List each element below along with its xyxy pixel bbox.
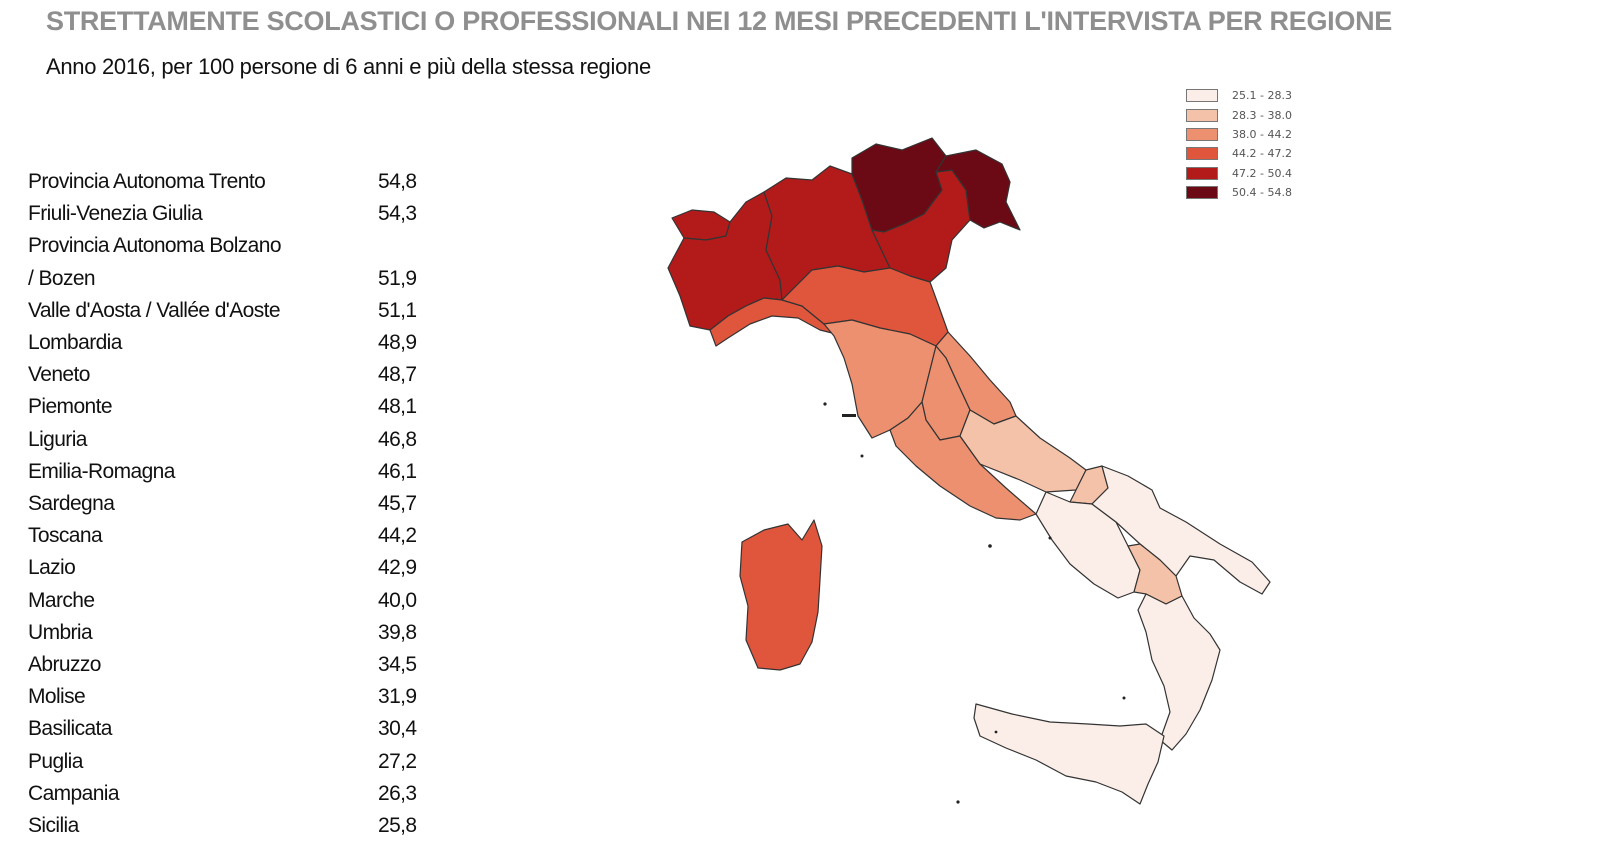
region-value: 25,8 xyxy=(378,814,417,838)
region-value: 54,8 xyxy=(378,170,417,193)
region-name: Molise xyxy=(28,685,86,709)
list-item: Friuli-Venezia Giulia 54,3 xyxy=(28,198,428,230)
region-value-list: Provincia Autonoma Trento 54,8 Friuli-Vene… xyxy=(28,166,428,842)
list-item: Provincia Autonoma Trento 54,8 xyxy=(28,166,428,198)
region-name: / Bozen xyxy=(28,266,96,290)
region-sicilia xyxy=(973,703,1165,805)
region-name: Abruzzo xyxy=(28,653,101,677)
list-item: Valle d'Aosta / Vallée d'Aoste 51,1 xyxy=(28,295,428,327)
list-item: Provincia Autonoma Bolzano xyxy=(28,230,428,262)
region-value: 27,2 xyxy=(378,749,417,773)
figure-subtitle: Anno 2016, per 100 persone di 6 anni e p… xyxy=(46,54,651,79)
list-item: Umbria 39,8 xyxy=(28,617,428,649)
list-item: Puglia 27,2 xyxy=(28,746,428,778)
region-value: 30,4 xyxy=(378,717,417,741)
legend-label: 50.4 - 54.8 xyxy=(1232,186,1292,200)
region-name: Veneto xyxy=(28,363,90,387)
region-value: 34,5 xyxy=(378,653,417,677)
region-valle-daosta xyxy=(671,209,731,241)
region-value: 48,9 xyxy=(378,331,417,355)
region-value: 51,9 xyxy=(378,266,417,290)
region-value: 48,1 xyxy=(378,395,417,419)
region-value: 44,2 xyxy=(378,524,417,548)
list-item: Veneto 48,7 xyxy=(28,359,428,391)
list-item: Campania 26,3 xyxy=(28,778,428,810)
legend-item: 28.3 - 38.0 xyxy=(1186,105,1292,124)
list-item: Lazio 42,9 xyxy=(28,552,428,584)
legend-swatch xyxy=(1186,108,1218,122)
region-value: 48,7 xyxy=(378,363,417,387)
region-name: Sicilia xyxy=(28,814,79,838)
legend-label: 28.3 - 38.0 xyxy=(1232,108,1292,122)
region-name: Lombardia xyxy=(28,331,122,355)
region-name: Umbria xyxy=(28,620,93,644)
region-sardegna xyxy=(739,519,823,671)
region-name: Provincia Autonoma Trento xyxy=(28,170,266,193)
region-name: Valle d'Aosta / Vallée d'Aoste xyxy=(28,298,281,322)
region-value: 39,8 xyxy=(378,620,417,644)
map-legend: 25.1 - 28.3 28.3 - 38.0 38.0 - 44.2 44.2 - … xyxy=(1186,86,1292,202)
list-item: Molise 31,9 xyxy=(28,681,428,713)
region-lazio xyxy=(889,401,1037,521)
list-item: Marche 40,0 xyxy=(28,585,428,617)
region-name: Sardegna xyxy=(28,492,115,516)
legend-label: 25.1 - 28.3 xyxy=(1232,89,1292,103)
list-item: Piemonte 48,1 xyxy=(28,391,428,423)
region-value: 26,3 xyxy=(378,781,417,805)
legend-swatch xyxy=(1186,166,1218,180)
legend-item: 38.0 - 44.2 xyxy=(1186,125,1292,144)
list-item: Sicilia 25,8 xyxy=(28,810,428,842)
region-value: 45,7 xyxy=(378,492,417,516)
region-value: 46,1 xyxy=(378,459,417,483)
region-name: Liguria xyxy=(28,427,87,451)
region-value: 54,3 xyxy=(378,202,417,226)
region-puglia xyxy=(1091,465,1271,595)
region-name: Puglia xyxy=(28,749,83,773)
legend-item: 47.2 - 50.4 xyxy=(1186,164,1292,183)
legend-label: 38.0 - 44.2 xyxy=(1232,127,1292,141)
list-item: Lombardia 48,9 xyxy=(28,327,428,359)
list-item: Abruzzo 34,5 xyxy=(28,649,428,681)
list-item: Sardegna 45,7 xyxy=(28,488,428,520)
region-name: Campania xyxy=(28,781,120,805)
legend-label: 44.2 - 47.2 xyxy=(1232,147,1292,161)
region-name: Basilicata xyxy=(28,717,112,741)
list-item: Basilicata 30,4 xyxy=(28,713,428,745)
legend-label: 47.2 - 50.4 xyxy=(1232,166,1292,180)
region-name: Lazio xyxy=(28,556,76,580)
region-value: 31,9 xyxy=(378,685,417,709)
region-name: Emilia-Romagna xyxy=(28,459,175,483)
figure-title: STRETTAMENTE SCOLASTICI O PROFESSIONALI … xyxy=(46,6,1392,36)
legend-item: 50.4 - 54.8 xyxy=(1186,183,1292,202)
region-name: Piemonte xyxy=(28,395,113,419)
region-value: 42,9 xyxy=(378,556,417,580)
region-name: Toscana xyxy=(28,524,103,548)
legend-item: 25.1 - 28.3 xyxy=(1186,86,1292,105)
region-abruzzo xyxy=(959,409,1087,493)
legend-swatch xyxy=(1186,147,1218,161)
list-item: / Bozen 51,9 xyxy=(28,263,428,295)
legend-swatch xyxy=(1186,186,1218,200)
region-friuli-venezia-giulia xyxy=(935,149,1021,231)
region-name: Friuli-Venezia Giulia xyxy=(28,202,203,226)
region-calabria xyxy=(1137,593,1221,751)
italy-choropleth-map xyxy=(667,137,1271,805)
legend-item: 44.2 - 47.2 xyxy=(1186,144,1292,163)
region-value: 51,1 xyxy=(378,298,417,322)
region-value: 40,0 xyxy=(378,588,417,612)
legend-swatch xyxy=(1186,89,1218,103)
list-item: Liguria 46,8 xyxy=(28,424,428,456)
list-item: Emilia-Romagna 46,1 xyxy=(28,456,428,488)
legend-swatch xyxy=(1186,127,1218,141)
region-value: 46,8 xyxy=(378,427,417,451)
region-name: Marche xyxy=(28,588,95,612)
list-item: Toscana 44,2 xyxy=(28,520,428,552)
region-name: Provincia Autonoma Bolzano xyxy=(28,234,282,258)
